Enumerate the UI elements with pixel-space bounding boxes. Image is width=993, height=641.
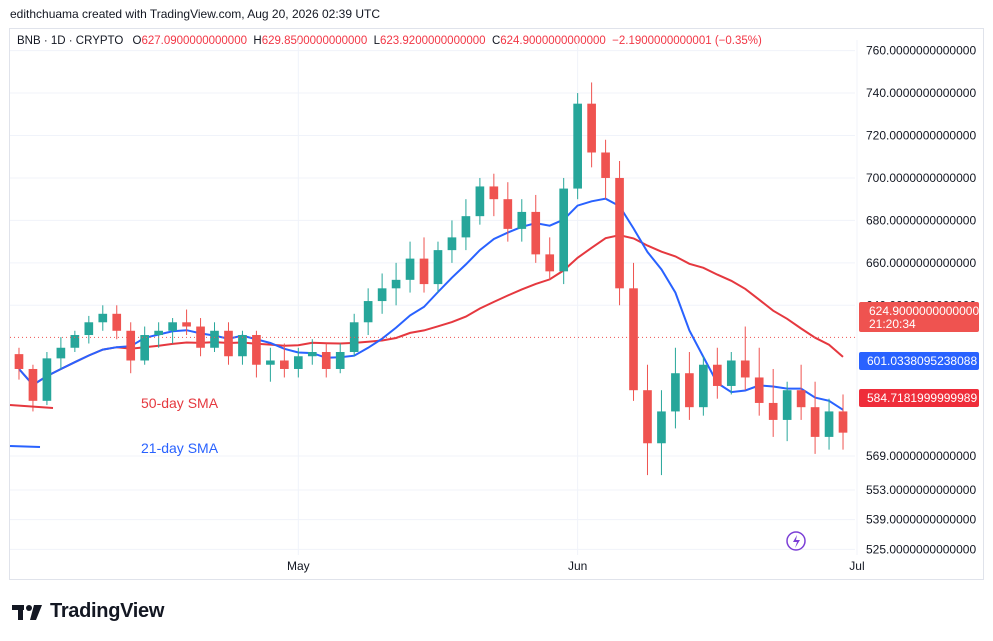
tradingview-logo-text: TradingView [50,600,165,622]
change-value: −2.1900000000001 (−0.35%) [612,35,762,47]
open-key: O [132,35,142,47]
ohlc-legend: BNB · 1D · CRYPTO O627.0900000000000 H62… [17,35,762,47]
chart-credit: edithchuama created with TradingView.com… [10,7,381,21]
high-value: 629.8500000000000 [261,35,368,47]
low-key: L [373,35,381,47]
tradingview-logo-icon [12,604,42,620]
close-value: 624.9000000000000 [500,35,606,47]
low-value: 623.9200000000000 [380,35,486,47]
open-value: 627.0900000000000 [141,35,247,47]
tradingview-logo[interactable]: TradingView [12,600,164,623]
close-key: C [491,35,501,47]
chart-frame[interactable] [9,28,984,580]
high-key: H [253,35,262,47]
symbol-label[interactable]: BNB · 1D · CRYPTO [17,35,124,47]
